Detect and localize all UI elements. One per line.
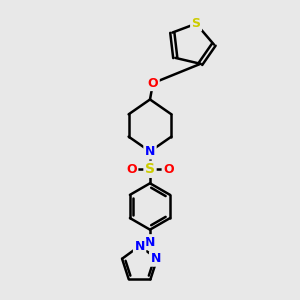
Text: O: O bbox=[148, 76, 158, 90]
Text: N: N bbox=[134, 239, 145, 253]
Text: S: S bbox=[145, 162, 155, 176]
Text: N: N bbox=[145, 236, 155, 249]
Text: O: O bbox=[126, 163, 137, 176]
Text: N: N bbox=[150, 252, 161, 265]
Text: S: S bbox=[192, 17, 201, 30]
Text: N: N bbox=[145, 145, 155, 158]
Text: O: O bbox=[163, 163, 174, 176]
